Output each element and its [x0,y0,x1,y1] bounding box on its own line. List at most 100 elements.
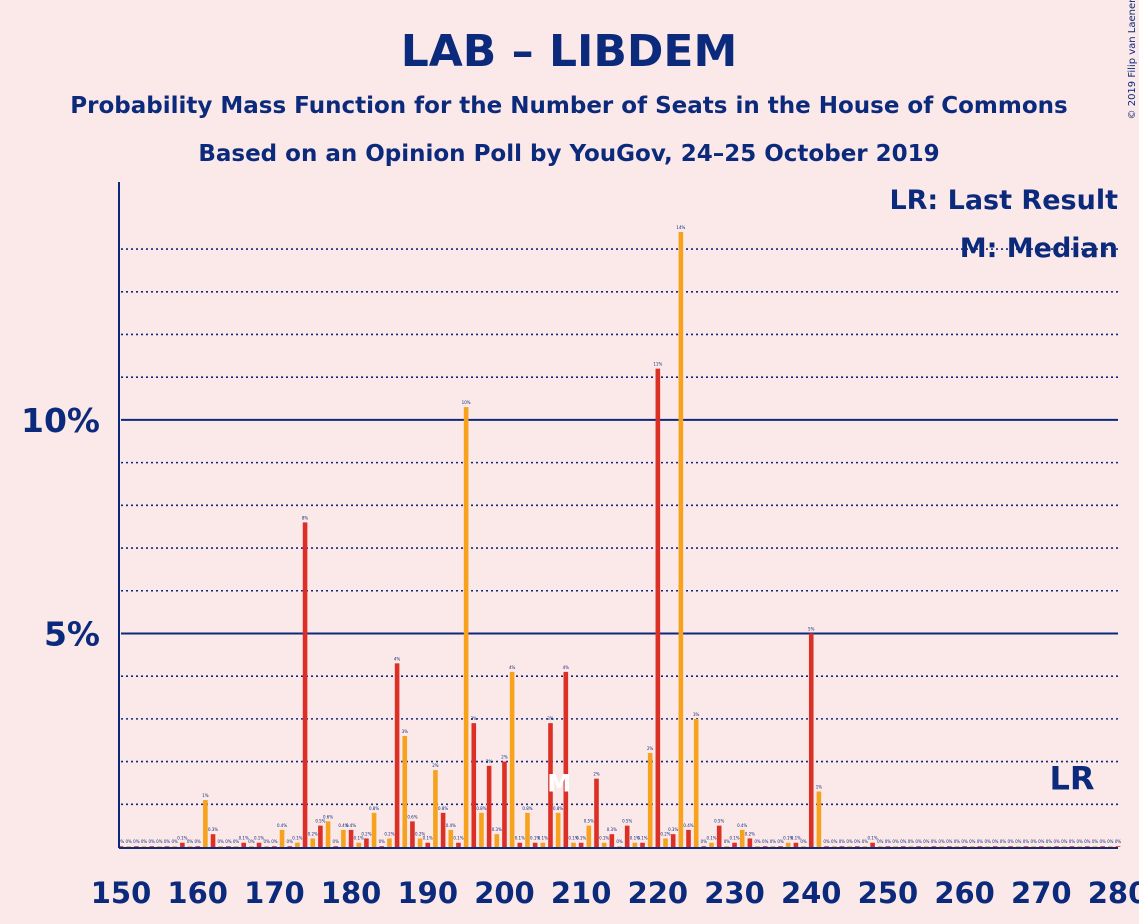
bar-series1-174 [302,522,308,847]
x-tick-label: 150 [91,876,152,910]
bar-series2-211 [586,825,592,847]
bar-series1-194 [456,842,461,847]
bar-series1-262 [977,846,983,847]
bar-series1-202 [517,842,523,847]
bar-series2-213 [601,842,607,847]
bar-series1-200 [502,761,507,847]
bar-series1-182 [364,838,369,847]
bar-series1-172 [287,846,293,847]
bar-label: 0% [164,839,171,844]
bar-series1-244 [839,846,845,847]
bar-label: 0% [977,839,984,844]
bar-series2-219 [647,753,653,847]
bar-label: 0% [862,839,869,844]
bar-series2-193 [448,829,454,847]
bar-series2-215 [617,846,622,847]
bar-label: 0% [133,839,140,844]
bar-label: 0.1% [530,836,540,841]
x-tick-label: 220 [628,876,689,910]
bar-series2-185 [387,838,392,847]
bar-label: 0.1% [515,836,525,841]
bar-series1-250 [885,846,891,847]
bar-label: 0% [125,839,132,844]
bar-series1-188 [410,821,415,847]
bar-series1-222 [670,834,676,847]
bar-label: 0% [1038,839,1045,844]
bar-label: 0.1% [254,836,264,841]
bar-label: 0.1% [568,836,578,841]
bar-series2-271 [1046,846,1052,847]
bar-label: 4% [563,665,570,670]
chart-title: LAB – LIBDEM [401,26,738,77]
bar-series2-269 [1031,846,1036,847]
bar-series2-221 [663,838,668,847]
x-tick-label: 260 [934,876,995,910]
x-tick-label: 210 [551,876,612,910]
bar-label: 0% [616,839,623,844]
bar-series2-265 [1000,846,1006,847]
bar-label: 0.6% [323,814,333,819]
bar-label: 0.4% [737,823,747,828]
x-tick-label: 180 [321,876,382,910]
bar-series2-169 [264,846,270,847]
bar-series2-225 [693,718,699,847]
bar-label: 0.1% [239,836,249,841]
bar-label: 0% [1069,839,1076,844]
bar-label: 4% [509,665,516,670]
bar-series1-252 [900,846,906,847]
bar-label: 11% [653,362,662,367]
bar-label: 0.1% [637,836,647,841]
bar-label: 0% [854,839,861,844]
bar-label: 0.1% [576,836,586,841]
bar-label: 3% [402,729,409,734]
bar-label: 2% [432,763,439,768]
bar-series1-216 [624,825,630,847]
bar-series2-235 [770,846,776,847]
bar-label: 0.2% [361,831,371,836]
bar-label: 0.2% [308,831,318,836]
bar-label: 0.2% [660,831,670,836]
bar-series1-170 [272,846,277,847]
bar-series2-279 [1108,846,1113,847]
bar-series2-277 [1092,846,1098,847]
bar-label: 0% [1015,839,1022,844]
bar-label: 0% [1107,839,1114,844]
bar-label: 0.2% [384,831,394,836]
bar-series2-187 [402,735,408,847]
bar-series2-223 [678,231,684,847]
bar-series1-256 [931,846,937,847]
bar-series2-275 [1077,846,1082,847]
bar-label: 0.6% [407,814,417,819]
bar-label: 1% [202,793,209,798]
bar-label: 0.1% [453,836,463,841]
bar-series2-247 [862,846,868,847]
bar-label: 0.3% [492,827,502,832]
bar-label: 4% [394,656,401,661]
bar-label: 0% [701,839,708,844]
bar-series1-280 [1115,846,1121,847]
bar-series2-157 [172,846,177,847]
bar-label: 0% [1076,839,1083,844]
bar-label: 0% [1099,839,1106,844]
bar-label: 0.1% [706,836,716,841]
bar-label: 0% [1007,839,1014,844]
bar-series2-263 [985,846,990,847]
bar-series1-198 [486,765,492,847]
bar-label: 0.4% [277,823,287,828]
bar-label: 0.2% [745,831,755,836]
bar-label: 0% [379,839,386,844]
bar-label: 0% [172,839,179,844]
bar-series2-159 [187,846,193,847]
bar-series1-210 [578,842,584,847]
bar-series1-214 [609,834,615,847]
bar-series2-251 [893,846,898,847]
bar-series2-171 [279,829,285,847]
legend-last-result: LR: Last Result [889,185,1118,216]
bar-label: 2% [501,755,508,760]
bar-label: 0.8% [553,806,563,811]
bar-series1-274 [1069,846,1075,847]
bar-series1-236 [778,846,783,847]
bar-series1-228 [716,825,722,847]
bar-label: 0% [946,839,953,844]
bar-label: 2% [486,759,493,764]
